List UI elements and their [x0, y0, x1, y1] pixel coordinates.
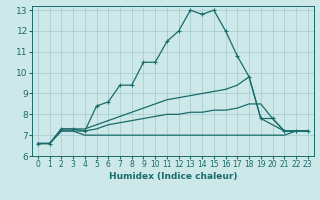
X-axis label: Humidex (Indice chaleur): Humidex (Indice chaleur)	[108, 172, 237, 181]
